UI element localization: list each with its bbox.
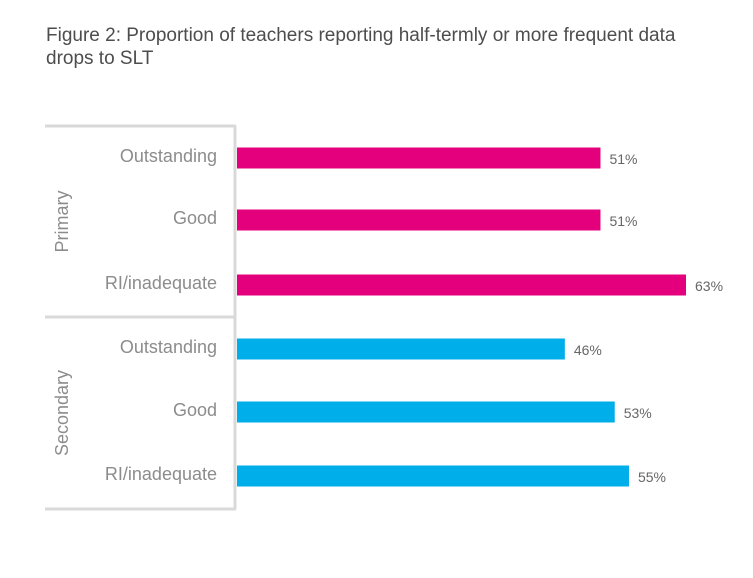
chart-title: Figure 2: Proportion of teachers reporti…: [46, 25, 676, 69]
bar-secondary-1: [237, 401, 615, 423]
labels: Primary Outstanding 51% Good 51% RI/inadequat…: [52, 146, 723, 485]
value-label: 51%: [609, 151, 637, 167]
category-label: Outstanding: [120, 337, 217, 357]
value-label: 63%: [695, 278, 723, 294]
bar-primary-1: [237, 209, 601, 231]
value-label: 53%: [624, 405, 652, 421]
category-label: RI/inadequate: [105, 464, 217, 484]
bar-secondary-0: [237, 338, 565, 360]
bar-primary-0: [237, 147, 601, 169]
bar-primary-2: [237, 274, 686, 296]
group-label-primary: Primary: [52, 191, 72, 253]
bar-secondary-2: [237, 465, 629, 487]
category-label: Good: [173, 208, 217, 228]
value-label: 55%: [638, 469, 666, 485]
category-label: RI/inadequate: [105, 273, 217, 293]
bars: [237, 147, 686, 487]
value-label: 46%: [574, 342, 602, 358]
group-label-secondary: Secondary: [52, 370, 72, 456]
axis-frame: [45, 124, 237, 511]
category-label: Outstanding: [120, 146, 217, 166]
value-label: 51%: [609, 213, 637, 229]
category-label: Good: [173, 400, 217, 420]
